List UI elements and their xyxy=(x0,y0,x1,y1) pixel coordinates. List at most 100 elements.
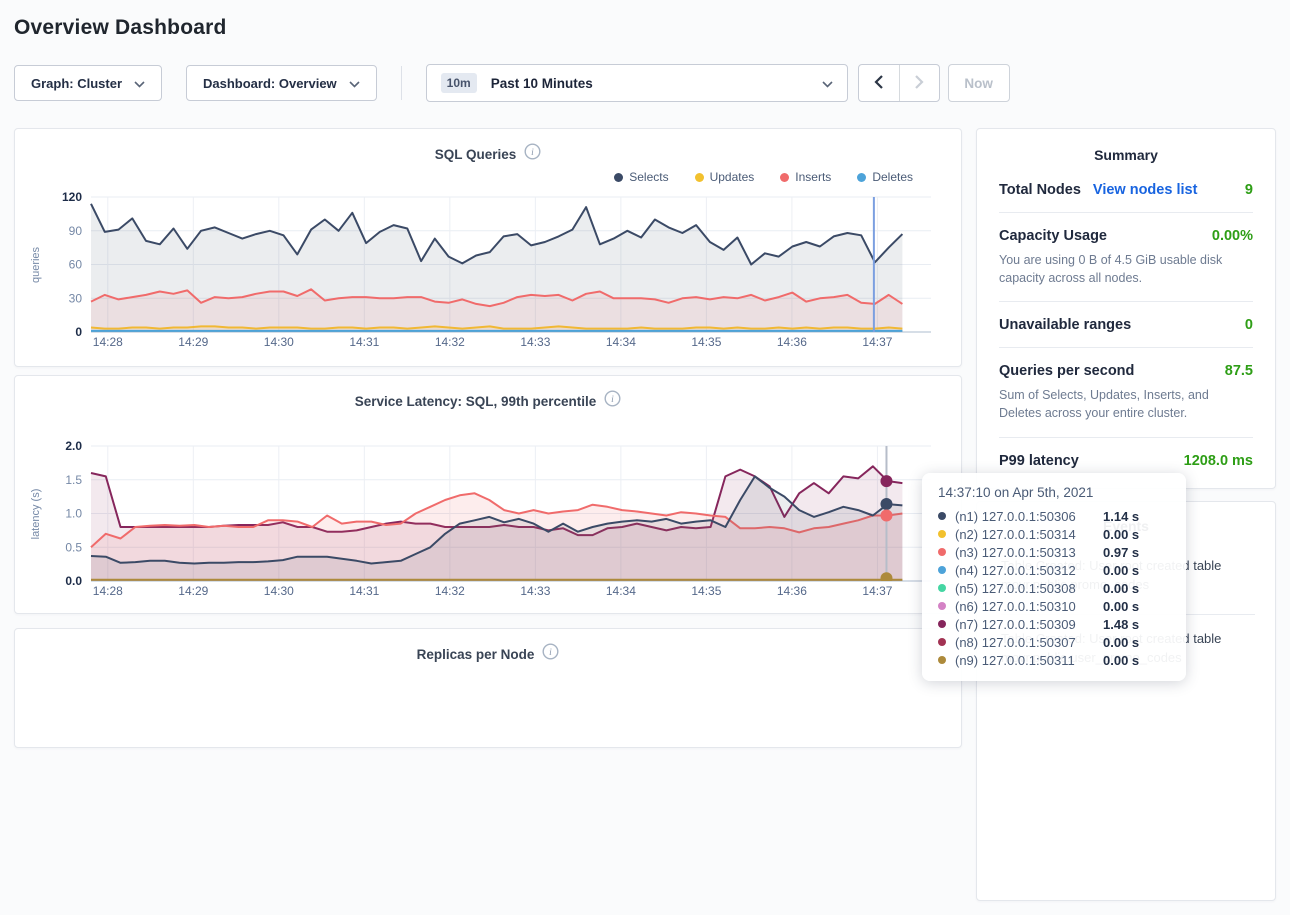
tooltip-node-value: 0.97 s xyxy=(1103,544,1140,560)
x-tick-label: 14:36 xyxy=(777,584,807,598)
time-range-label: Past 10 Minutes xyxy=(490,75,593,91)
time-range-picker[interactable]: 10m Past 10 Minutes xyxy=(425,64,848,102)
tooltip-node-row: (n9) 127.0.0.1:50311 0.00 s xyxy=(938,651,1172,669)
tooltip-node-row: (n2) 127.0.0.1:50314 0.00 s xyxy=(938,525,1172,543)
summary-item-label: Total Nodes xyxy=(999,182,1081,198)
node-color-dot-icon xyxy=(938,512,946,520)
tooltip-node-value: 0.00 s xyxy=(1103,652,1140,668)
chart-title: SQL Queries xyxy=(434,146,517,162)
legend-item-inserts[interactable]: Inserts xyxy=(780,170,831,184)
info-icon[interactable]: i xyxy=(542,643,559,665)
legend-label: Inserts xyxy=(795,170,832,184)
tooltip-node-value: 0.00 s xyxy=(1103,580,1140,596)
time-next-button[interactable] xyxy=(898,65,939,101)
sql-queries-chart[interactable]: 0 30 60 90 120 14:28 14:29 14:30 14:31 14:32 14:33… xyxy=(27,187,951,353)
x-tick-label: 14:35 xyxy=(691,584,721,598)
chevron-left-icon xyxy=(874,74,884,92)
dashboard-controls: Graph: Cluster Dashboard: Overview 10m P… xyxy=(14,64,1276,102)
y-tick-label: 1.0 xyxy=(65,507,82,521)
legend-item-selects[interactable]: Selects xyxy=(614,170,669,184)
summary-item-label: Queries per second xyxy=(999,363,1135,380)
tooltip-node-address: (n1) 127.0.0.1:50306 xyxy=(955,508,1076,524)
x-tick-label: 14:37 xyxy=(862,584,892,598)
summary-item-value: 0.00% xyxy=(1211,228,1253,244)
summary-item-desc: You are using 0 B of 4.5 GiB usable disk… xyxy=(999,253,1223,286)
summary-item: Unavailable ranges 0 xyxy=(999,302,1253,349)
y-axis-label: queries xyxy=(30,246,42,283)
y-tick-label: 0 xyxy=(75,325,82,339)
summary-item-label: Capacity Usage xyxy=(999,228,1107,244)
summary-item: P99 latency 1208.0 ms xyxy=(999,438,1253,483)
info-icon[interactable]: i xyxy=(524,143,541,165)
page-title: Overview Dashboard xyxy=(14,16,227,39)
tooltip-node-address: (n7) 127.0.0.1:50309 xyxy=(955,616,1076,632)
series-area xyxy=(91,466,903,581)
sql-queries-panel: SQL Queries i Selects Updates Inserts Delet… xyxy=(14,128,962,367)
tooltip-node-row: (n3) 127.0.0.1:50313 0.97 s xyxy=(938,543,1172,561)
info-icon[interactable]: i xyxy=(604,390,621,412)
series-line--n3-127-0-0-1-50313 xyxy=(90,492,903,549)
tooltip-node-address: (n2) 127.0.0.1:50314 xyxy=(955,526,1076,542)
graph-scope-dropdown[interactable]: Graph: Cluster xyxy=(14,65,163,101)
series-line-updates xyxy=(90,325,903,330)
series-line--n1-127-0-0-1-50306 xyxy=(90,475,903,565)
summary-item: Queries per second 87.5 Sum of Selects, Up… xyxy=(999,348,1253,438)
legend-dot-icon xyxy=(857,172,867,182)
chevron-down-icon xyxy=(822,76,833,91)
tooltip-node-value: 0.00 s xyxy=(1103,562,1140,578)
y-tick-label: 120 xyxy=(62,190,82,204)
y-tick-label: 60 xyxy=(69,258,83,272)
y-tick-label: 0.0 xyxy=(65,574,82,588)
tooltip-node-row: (n5) 127.0.0.1:50308 0.00 s xyxy=(938,579,1172,597)
x-tick-label: 14:33 xyxy=(520,335,550,349)
y-tick-label: 30 xyxy=(69,291,83,305)
legend-label: Selects xyxy=(629,170,669,184)
node-color-dot-icon xyxy=(938,638,946,646)
time-prev-button[interactable] xyxy=(859,65,899,101)
series-area xyxy=(91,289,903,332)
service-latency-panel: Service Latency: SQL, 99th percentile i … xyxy=(14,375,962,614)
chart-hover-tooltip: 14:37:10 on Apr 5th, 2021 (n1) 127.0.0.1… xyxy=(922,473,1186,681)
dashboard-select-dropdown[interactable]: Dashboard: Overview xyxy=(186,65,377,101)
tooltip-node-row: (n6) 127.0.0.1:50310 0.00 s xyxy=(938,597,1172,615)
summary-heading: Summary xyxy=(1094,147,1158,163)
x-tick-label: 14:32 xyxy=(435,584,465,598)
summary-item-label: P99 latency xyxy=(999,452,1079,469)
svg-text:i: i xyxy=(550,648,553,658)
vertical-divider xyxy=(400,66,402,100)
legend-dot-icon xyxy=(780,172,790,182)
tooltip-node-address: (n6) 127.0.0.1:50310 xyxy=(955,598,1076,614)
charts-column: SQL Queries i Selects Updates Inserts Delet… xyxy=(14,128,962,748)
x-tick-label: 14:37 xyxy=(862,335,892,349)
service-latency-chart[interactable]: 0.0 0.5 1.0 1.5 2.0 14:28 14:29 14:30 14:31 14:32… xyxy=(27,436,951,602)
legend-item-updates[interactable]: Updates xyxy=(694,170,754,184)
x-tick-label: 14:33 xyxy=(520,584,550,598)
sql-queries-legend: Selects Updates Inserts Deletes xyxy=(27,167,913,187)
x-tick-label: 14:30 xyxy=(264,335,294,349)
x-tick-label: 14:31 xyxy=(349,335,379,349)
x-tick-label: 14:35 xyxy=(691,335,721,349)
tooltip-node-value: 1.14 s xyxy=(1103,508,1140,524)
svg-text:i: i xyxy=(531,148,534,158)
node-color-dot-icon xyxy=(938,566,946,574)
legend-dot-icon xyxy=(694,172,704,182)
view-nodes-list-link[interactable]: View nodes list xyxy=(1092,182,1198,198)
x-tick-label: 14:30 xyxy=(264,584,294,598)
y-axis-label: latency (s) xyxy=(30,489,42,540)
x-tick-label: 14:28 xyxy=(93,584,123,598)
tooltip-node-address: (n4) 127.0.0.1:50312 xyxy=(955,562,1076,578)
x-tick-label: 14:36 xyxy=(777,335,807,349)
time-pager xyxy=(857,64,940,102)
y-tick-label: 2.0 xyxy=(65,439,82,453)
now-button[interactable]: Now xyxy=(947,64,1010,102)
summary-item: Total Nodes View nodes list 9 xyxy=(999,167,1253,213)
summary-panel: Summary Total Nodes View nodes list 9 Capac… xyxy=(976,128,1276,489)
node-color-dot-icon xyxy=(938,584,946,592)
node-color-dot-icon xyxy=(938,530,946,538)
summary-item-value: 0 xyxy=(1244,317,1253,334)
legend-item-deletes[interactable]: Deletes xyxy=(857,170,913,184)
tooltip-node-value: 0.00 s xyxy=(1103,526,1140,542)
tooltip-node-value: 0.00 s xyxy=(1103,598,1140,614)
chevron-down-icon xyxy=(134,76,145,91)
